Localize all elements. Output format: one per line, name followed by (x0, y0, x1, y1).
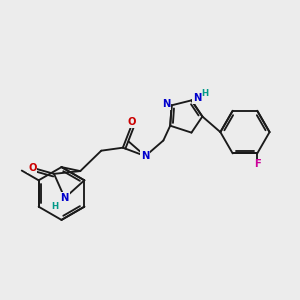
Text: H: H (52, 202, 59, 211)
Text: N: N (162, 99, 170, 109)
Text: O: O (28, 163, 37, 173)
Text: F: F (254, 160, 261, 170)
Text: N: N (141, 151, 149, 161)
Text: O: O (127, 118, 136, 128)
Text: H: H (202, 89, 209, 98)
Text: N: N (193, 93, 201, 103)
Text: N: N (61, 193, 69, 203)
